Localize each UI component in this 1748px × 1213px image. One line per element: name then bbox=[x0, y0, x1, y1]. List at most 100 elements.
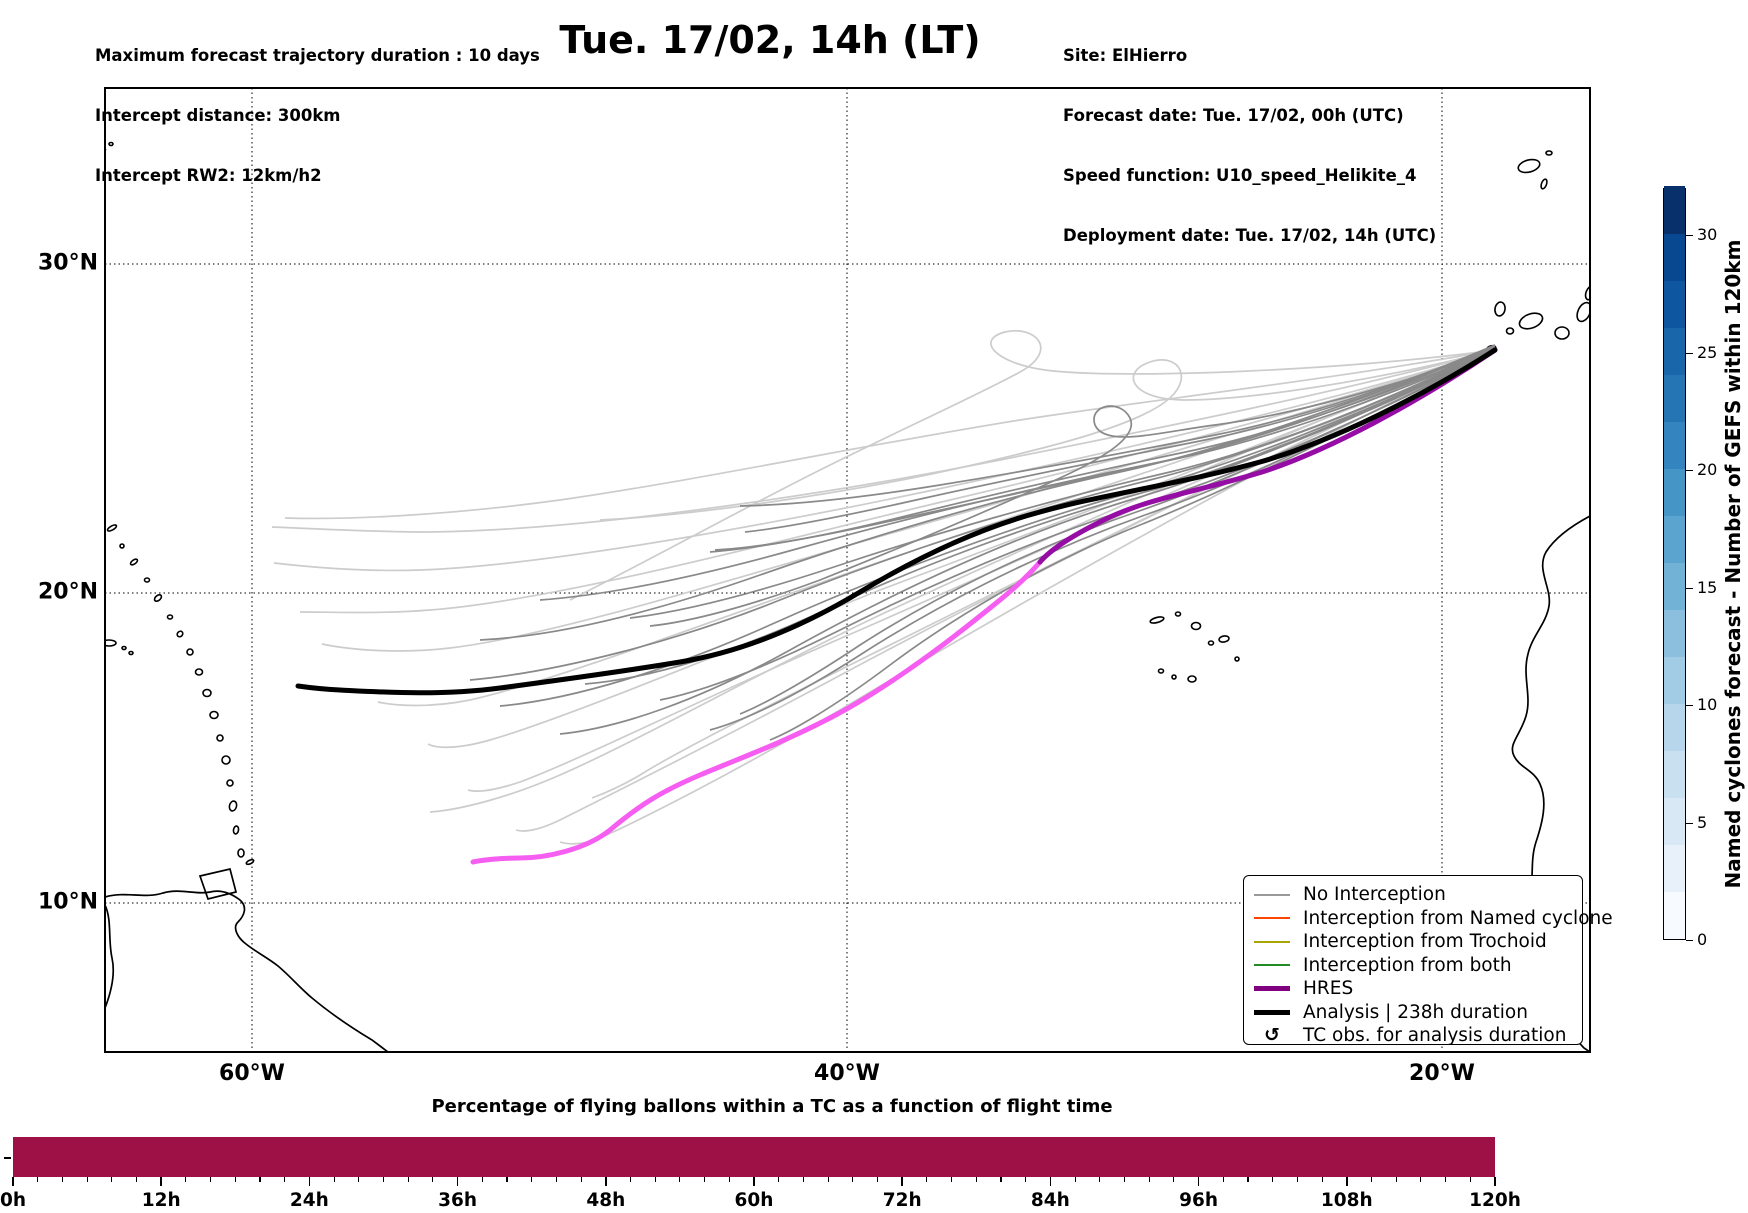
axis-minor-tick bbox=[407, 1177, 409, 1182]
annotation-deployment-date: Deployment date: Tue. 17/02, 14h (UTC) bbox=[1063, 226, 1437, 245]
coastline bbox=[198, 867, 238, 901]
legend-item-label: Interception from Named cyclone bbox=[1303, 907, 1613, 929]
gefs-trajectory-light bbox=[299, 349, 1496, 614]
island bbox=[232, 825, 240, 835]
axis-minor-tick bbox=[1173, 1177, 1175, 1182]
axis-minor-tick bbox=[1074, 1177, 1076, 1182]
axis-minor-tick bbox=[679, 1177, 681, 1182]
map-legend: No Interception Interception from Named c… bbox=[1243, 875, 1613, 1047]
island bbox=[1190, 621, 1202, 631]
axis-major-tick bbox=[1049, 1177, 1052, 1186]
flight-time-tick-label: 120h bbox=[1469, 1190, 1521, 1211]
axis-minor-tick bbox=[926, 1177, 928, 1182]
gefs-trajectory-light bbox=[599, 349, 1496, 521]
legend-item-label: Analysis | 238h duration bbox=[1303, 1001, 1528, 1023]
axis-major-tick bbox=[605, 1177, 607, 1186]
axis-minor-tick bbox=[506, 1177, 508, 1182]
axis-minor-tick bbox=[629, 1177, 632, 1182]
colorbar-segment bbox=[1664, 891, 1685, 939]
island bbox=[237, 848, 245, 858]
annotation-intercept-distance: Intercept distance: 300km bbox=[95, 106, 341, 125]
flight-time-tick-label: 12h bbox=[141, 1190, 181, 1211]
legend-line-swatch bbox=[1254, 986, 1290, 992]
legend-item-label: HRES bbox=[1303, 978, 1354, 1000]
axis-major-tick bbox=[901, 1177, 903, 1186]
legend-item: Interception from both bbox=[1254, 954, 1572, 978]
colorbar-tick-label: 25 bbox=[1697, 342, 1718, 362]
axis-major-tick bbox=[753, 1177, 755, 1186]
axis-minor-tick bbox=[580, 1177, 582, 1182]
latitude-label: 20°N bbox=[37, 579, 98, 605]
gefs-trajectory-light bbox=[321, 349, 1496, 652]
legend-item: HRES bbox=[1254, 977, 1572, 1001]
axis-minor-tick bbox=[951, 1177, 953, 1182]
colorbar-tick-label: 20 bbox=[1697, 460, 1718, 480]
hres-trajectory bbox=[1037, 347, 1498, 565]
axis-minor-tick bbox=[876, 1177, 879, 1182]
legend-item-label: Interception from both bbox=[1303, 954, 1512, 976]
colorbar-segment bbox=[1664, 515, 1685, 563]
bottom-chart-title: Percentage of flying ballons within a TC… bbox=[431, 1096, 1113, 1117]
colorbar-tick-label: 10 bbox=[1697, 695, 1718, 715]
annotation-top-left: Maximum forecast trajectory duration : 1… bbox=[95, 6, 540, 206]
annotation-top-right: Site: ElHierro Forecast date: Tue. 17/02… bbox=[1063, 6, 1436, 266]
island bbox=[1149, 616, 1165, 624]
island bbox=[1234, 656, 1240, 662]
axis-major-tick bbox=[1494, 1177, 1496, 1186]
axis-minor-tick bbox=[852, 1177, 854, 1182]
axis-minor-tick bbox=[1370, 1177, 1373, 1182]
latitude-label: 10°N bbox=[37, 889, 98, 915]
longitude-label: 60°W bbox=[219, 1061, 285, 1086]
colorbar bbox=[1663, 186, 1686, 940]
colorbar-segment bbox=[1664, 750, 1685, 798]
axis-minor-tick bbox=[1420, 1177, 1422, 1182]
axis-minor-tick bbox=[704, 1177, 706, 1182]
axis-minor-tick bbox=[827, 1177, 829, 1182]
coastline bbox=[105, 890, 389, 1052]
colorbar-segment bbox=[1664, 280, 1685, 328]
island bbox=[245, 858, 255, 866]
colorbar-tick bbox=[1686, 235, 1693, 237]
colorbar-segment bbox=[1664, 468, 1685, 516]
cyclone-obs-icon: ↺ bbox=[1264, 1024, 1280, 1047]
gefs-trajectory-dark bbox=[559, 349, 1496, 735]
legend-line-swatch bbox=[1254, 964, 1290, 967]
axis-minor-tick bbox=[259, 1177, 261, 1182]
axis-minor-tick bbox=[234, 1177, 236, 1182]
colorbar-tick-label: 5 bbox=[1697, 812, 1708, 832]
annotation-speed-function: Speed function: U10_speed_Helikite_4 bbox=[1063, 166, 1417, 185]
axis-minor-tick bbox=[1272, 1177, 1274, 1182]
colorbar-tick bbox=[1686, 705, 1693, 707]
island bbox=[1517, 158, 1541, 174]
axis-minor-tick bbox=[185, 1177, 187, 1182]
axis-minor-tick bbox=[778, 1177, 780, 1182]
flight-time-tick-label: 60h bbox=[734, 1190, 774, 1211]
island bbox=[221, 755, 231, 765]
island bbox=[209, 710, 219, 720]
colorbar-tick bbox=[1686, 587, 1693, 589]
legend-line-swatch bbox=[1254, 940, 1290, 943]
colorbar-segment bbox=[1664, 609, 1685, 657]
colorbar-tick-label: 30 bbox=[1697, 225, 1718, 245]
axis-minor-tick bbox=[333, 1177, 335, 1182]
axis-minor-tick bbox=[728, 1177, 730, 1182]
axis-minor-tick bbox=[975, 1177, 977, 1182]
axis-minor-tick bbox=[432, 1177, 434, 1182]
axis-minor-tick bbox=[1025, 1177, 1027, 1182]
island bbox=[1505, 327, 1515, 335]
colorbar-segment bbox=[1664, 844, 1685, 892]
island bbox=[1540, 178, 1548, 190]
island bbox=[106, 524, 118, 532]
hres-trajectory-magenta-segment bbox=[470, 559, 1043, 865]
flight-time-tick-label: 0h bbox=[0, 1190, 27, 1211]
coastline bbox=[105, 904, 115, 1009]
island bbox=[1554, 326, 1570, 340]
gefs-trajectory-light bbox=[271, 349, 1496, 533]
island bbox=[1545, 150, 1553, 156]
map-border bbox=[104, 87, 1591, 1053]
figure-title: Tue. 17/02, 14h (LT) bbox=[559, 18, 981, 62]
island bbox=[1207, 640, 1215, 646]
flight-time-tick-label: 24h bbox=[289, 1190, 329, 1211]
axis-minor-tick bbox=[86, 1177, 88, 1182]
annotation-forecast-date: Forecast date: Tue. 17/02, 00h (UTC) bbox=[1063, 106, 1404, 125]
